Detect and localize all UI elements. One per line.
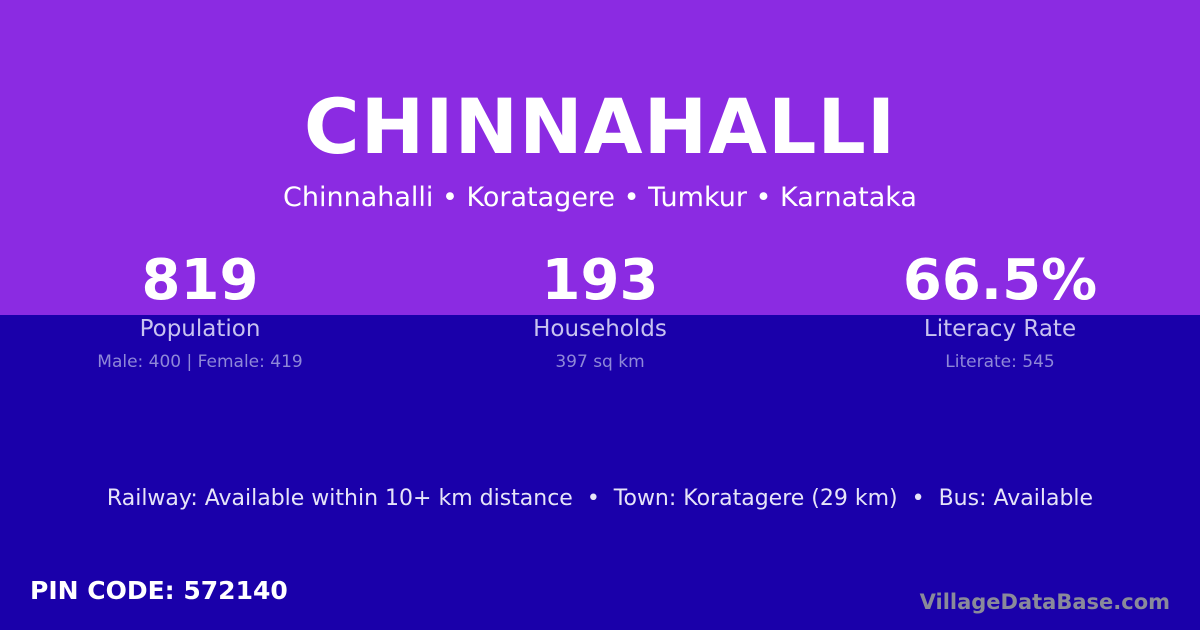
header-band [0, 0, 1200, 315]
stat-label: Population [139, 316, 261, 342]
stat-detail: Male: 400 | Female: 419 [97, 352, 303, 372]
stat-detail: 397 sq km [555, 352, 645, 372]
pin-code: PIN CODE: 572140 [30, 576, 288, 605]
stat-households: 193 Households 397 sq km [400, 248, 800, 372]
stat-literacy: 66.5% Literacy Rate Literate: 545 [800, 248, 1200, 372]
stat-value: 66.5% [902, 248, 1098, 313]
brand-logo: VillageDataBase.com [919, 590, 1170, 614]
stat-value: 193 [541, 248, 659, 313]
stat-label: Literacy Rate [923, 316, 1077, 342]
stat-label: Households [533, 316, 667, 342]
village-title: CHINNAHALLI [303, 82, 897, 171]
stat-value: 819 [141, 248, 259, 313]
connectivity-info: Railway: Available within 10+ km distanc… [106, 486, 1094, 511]
breadcrumb: Chinnahalli • Koratagere • Tumkur • Karn… [283, 182, 917, 213]
stat-detail: Literate: 545 [945, 352, 1055, 372]
stat-population: 819 Population Male: 400 | Female: 419 [0, 248, 400, 372]
